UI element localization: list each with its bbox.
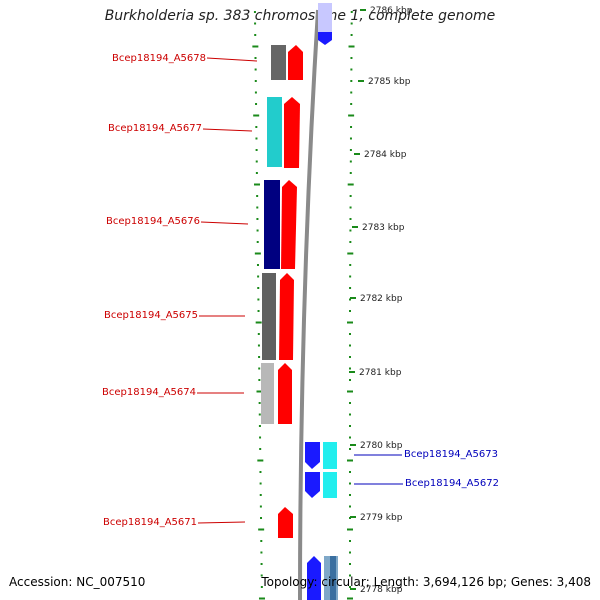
gene-arrow-5671[interactable] — [278, 507, 293, 538]
gene-label[interactable]: Bcep18194_A5677 — [108, 123, 202, 134]
leader-line — [206, 57, 258, 62]
feature-cyan-5673[interactable] — [323, 442, 337, 469]
chromosome-backbone — [298, 9, 320, 600]
kbp-label: 2786 kbp — [370, 6, 413, 16]
kbp-label: 2779 kbp — [360, 513, 403, 523]
gene-arrow-5673[interactable] — [305, 442, 320, 469]
gene-label[interactable]: Bcep18194_A5673 — [404, 449, 498, 460]
genome-stats-text: Topology: circular; Length: 3,694,126 bp… — [261, 575, 591, 589]
gene-arrow-5678[interactable] — [288, 45, 303, 80]
gene-label[interactable]: Bcep18194_A5678 — [112, 53, 206, 64]
gene-label[interactable]: Bcep18194_A5674 — [102, 387, 196, 398]
genome-title: Burkholderia sp. 383 chromosome 1, compl… — [104, 8, 496, 24]
gene-labels: Bcep18194_A5678 Bcep18194_A5677 Bcep18194_… — [102, 53, 499, 528]
feature-blue-bottom[interactable] — [307, 556, 321, 600]
feature-navy-5676[interactable] — [264, 180, 280, 269]
leader-line — [200, 221, 249, 225]
gene-label[interactable]: Bcep18194_A5675 — [104, 310, 198, 321]
leader-line — [197, 521, 246, 524]
kbp-label: 2782 kbp — [360, 294, 403, 304]
feature-blue-arrow-top[interactable] — [318, 32, 332, 45]
leader-line — [202, 128, 253, 132]
feature-gray-5675[interactable] — [262, 273, 276, 360]
feature-cyan-5672[interactable] — [323, 472, 337, 498]
gene-features — [261, 3, 338, 600]
gene-label[interactable]: Bcep18194_A5672 — [405, 478, 499, 489]
kbp-label: 2783 kbp — [362, 223, 405, 233]
gene-arrow-5674[interactable] — [278, 363, 292, 424]
kbp-label: 2780 kbp — [360, 441, 403, 451]
gene-arrow-5677[interactable] — [284, 97, 300, 168]
gene-label[interactable]: Bcep18194_A5671 — [103, 517, 197, 528]
feature-cyan-5677[interactable] — [267, 97, 282, 167]
feature-striped-bottom-2[interactable] — [330, 556, 336, 600]
feature-pale-blue[interactable] — [318, 3, 332, 32]
gene-label[interactable]: Bcep18194_A5676 — [106, 216, 200, 227]
kbp-label: 2784 kbp — [364, 150, 407, 160]
accession-text: Accession: NC_007510 — [9, 575, 146, 589]
kbp-label: 2778 kbp — [360, 585, 403, 595]
tick-marks — [252, 11, 355, 600]
feature-lightgray-5674[interactable] — [261, 363, 274, 424]
kbp-scale: 2786 kbp 2785 kbp 2784 kbp 2783 kbp 2782 kbp… — [349, 6, 413, 595]
gene-arrow-5676[interactable] — [281, 180, 297, 269]
kbp-label: 2785 kbp — [368, 77, 411, 87]
gene-arrow-5672[interactable] — [305, 472, 320, 498]
kbp-label: 2781 kbp — [359, 368, 402, 378]
label-leaders — [197, 57, 403, 524]
feature-gray-5678[interactable] — [271, 45, 286, 80]
gene-arrow-5675[interactable] — [279, 273, 294, 360]
